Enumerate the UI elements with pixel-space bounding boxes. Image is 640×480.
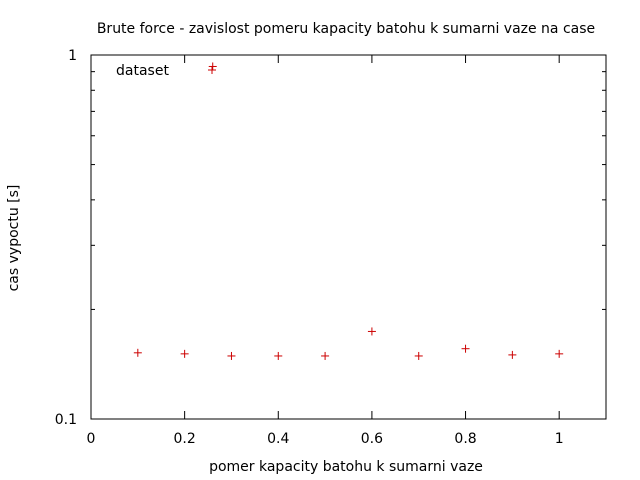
- data-point: [555, 349, 564, 358]
- y-axis: 0.11: [55, 48, 606, 428]
- data-point: [208, 62, 217, 71]
- y-tick-label: 1: [68, 48, 77, 64]
- data-point: [367, 327, 376, 336]
- y-axis-label: cas vypoctu [s]: [6, 185, 22, 292]
- chart-title: Brute force - zavislost pomeru kapacity …: [97, 21, 595, 37]
- data-point: [227, 351, 236, 360]
- x-axis-label: pomer kapacity batohu k sumarni vaze: [209, 459, 483, 475]
- x-tick-label: 0: [87, 431, 96, 447]
- data-point: [508, 350, 517, 359]
- x-tick-label: 0.2: [174, 431, 196, 447]
- legend-label: dataset: [116, 63, 169, 79]
- y-tick-label: 0.1: [55, 412, 77, 428]
- data-point: [133, 348, 142, 357]
- plot-area: [90, 54, 607, 420]
- data-point: [274, 351, 283, 360]
- data-point: [414, 351, 423, 360]
- x-axis: 0 0.2 0.4 0.6 0.8 1: [87, 55, 564, 447]
- x-tick-label: 0.6: [361, 431, 383, 447]
- x-tick-label: 0.4: [267, 431, 289, 447]
- legend: dataset: [116, 63, 216, 79]
- data-point: [180, 349, 189, 358]
- data-point: [461, 344, 470, 353]
- data-points: [133, 62, 564, 360]
- x-tick-label: 1: [555, 431, 564, 447]
- data-point: [321, 351, 330, 360]
- x-tick-label: 0.8: [454, 431, 476, 447]
- plot-border: [90, 54, 607, 420]
- legend-marker: [208, 66, 216, 74]
